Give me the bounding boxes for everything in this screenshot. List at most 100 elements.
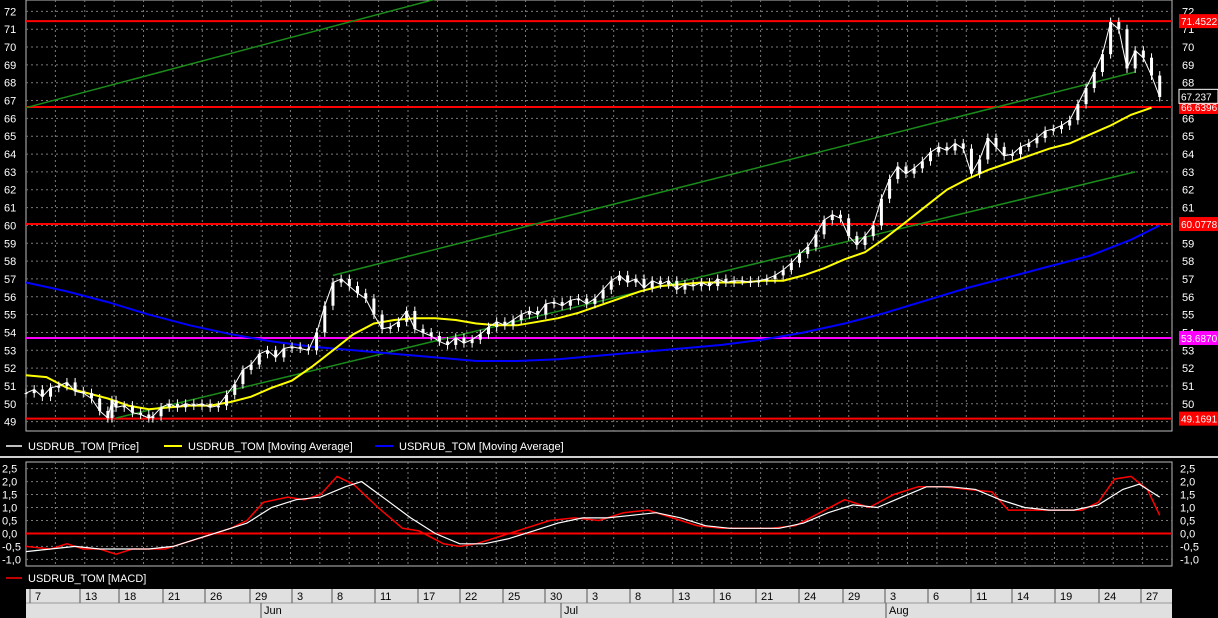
price-candle: [724, 278, 728, 283]
price-tick-left: 57: [4, 274, 16, 286]
price-candle: [282, 348, 286, 358]
price-candle: [462, 337, 466, 344]
price-tick-left: 51: [4, 381, 16, 393]
price-candle: [40, 389, 44, 397]
price-candle: [855, 236, 859, 246]
price-candle: [1043, 130, 1047, 139]
legend-label-ma-fast: USDRUB_TOM [Moving Average]: [188, 441, 353, 453]
price-candle: [675, 280, 679, 290]
price-panel[interactable]: 7272717170706969686867676666656564646363…: [4, 0, 1218, 432]
price-candle: [609, 280, 613, 290]
price-candle: [151, 416, 155, 419]
price-candle: [200, 403, 204, 406]
price-candle: [32, 389, 36, 394]
price-tick-right: 66: [1182, 113, 1194, 125]
price-candle: [216, 405, 220, 408]
date-axis[interactable]: 7 13 18 21 26 29 3 8 11 17 22 25 30 3 8 13 16 21 24 29 3 6 11 1…: [26, 589, 1172, 618]
series-signal: [25, 480, 1161, 553]
date-label-day: 24: [1104, 591, 1116, 603]
price-candle: [192, 403, 196, 406]
price-candle: [486, 327, 490, 335]
price-candle: [716, 278, 720, 287]
price-candle: [225, 394, 229, 406]
price-tick-left: 50: [4, 399, 16, 411]
date-label-day: 27: [1146, 591, 1158, 603]
price-candle: [912, 168, 916, 174]
price-candle: [1002, 146, 1006, 156]
trend-line: [115, 171, 1136, 419]
price-candle: [122, 405, 126, 408]
price-candle: [274, 350, 278, 358]
level-label-box: [1179, 14, 1218, 29]
price-candle: [920, 161, 924, 169]
price-candle: [421, 328, 425, 333]
price-tick-right: 55: [1182, 310, 1194, 322]
date-label-day: 3: [297, 591, 303, 603]
price-candle: [1051, 129, 1055, 131]
price-candle: [634, 278, 638, 283]
price-candle: [81, 391, 85, 394]
price-candle: [470, 339, 474, 344]
macd-tick-left: 0,0: [2, 528, 17, 540]
price-candle: [617, 275, 621, 281]
price-tick-left: 59: [4, 238, 16, 250]
macd-tick-right: 0,0: [1180, 528, 1195, 540]
price-candle: [396, 321, 400, 328]
price-candle: [879, 198, 883, 226]
price-candle: [1019, 146, 1023, 155]
price-candle: [937, 146, 941, 153]
price-candle: [945, 146, 949, 151]
price-tick-right: 62: [1182, 185, 1194, 197]
price-candle: [331, 282, 335, 306]
price-candle: [257, 353, 261, 365]
price-candle: [110, 400, 114, 419]
macd-legend: USDRUB_TOM [MACD]: [6, 573, 146, 585]
date-label-month: Jul: [564, 605, 578, 617]
price-candle: [106, 410, 110, 419]
price-candle: [748, 280, 752, 283]
price-candle: [699, 282, 703, 287]
price-candle: [175, 403, 179, 408]
price-candle: [904, 166, 908, 174]
price-candle: [413, 311, 417, 329]
price-tick-right: 69: [1182, 60, 1194, 72]
macd-tick-left: 2,0: [2, 477, 17, 489]
price-tick-right: 70: [1182, 42, 1194, 54]
price-candle: [830, 214, 834, 221]
macd-tick-left: 0,5: [2, 515, 17, 527]
date-label-day: 21: [168, 591, 180, 603]
price-tick-left: 55: [4, 310, 16, 322]
price-candle: [1100, 54, 1104, 73]
price-candle: [437, 336, 441, 342]
price-candle: [1141, 50, 1145, 58]
price-tick-right: 53: [1182, 345, 1194, 357]
price-tick-left: 49: [4, 417, 16, 429]
price-candle: [1117, 22, 1121, 30]
price-candle: [1092, 72, 1096, 89]
level-label: 53.6870: [1181, 334, 1218, 345]
price-tick-left: 62: [4, 185, 16, 197]
price-candle: [773, 275, 777, 279]
date-label-day: 11: [380, 591, 391, 603]
price-candle: [568, 300, 572, 306]
price-candle: [683, 284, 687, 290]
price-candle: [536, 311, 540, 315]
price-candle: [519, 314, 523, 320]
price-candle: [560, 302, 564, 306]
price-tick-right: 65: [1182, 131, 1194, 143]
price-candle: [24, 393, 28, 395]
date-label-day: 29: [255, 591, 267, 603]
price-candle: [896, 166, 900, 180]
date-label-day: 7: [35, 591, 41, 603]
price-candle: [241, 369, 245, 385]
price-candle: [405, 311, 409, 322]
macd-panel[interactable]: 2,5 2,52,0 2,01,5 1,51,0 1,00,5 0,50,0 0,0-0,5…: [2, 461, 1199, 567]
price-tick-left: 68: [4, 78, 16, 90]
price-candle: [847, 218, 851, 237]
series-ma-slow: [25, 224, 1161, 362]
price-candle: [1109, 22, 1113, 55]
price-candle: [978, 159, 982, 174]
date-label-day: 11: [976, 591, 987, 603]
price-tick-left: 60: [4, 220, 16, 232]
price-candle: [740, 280, 744, 282]
